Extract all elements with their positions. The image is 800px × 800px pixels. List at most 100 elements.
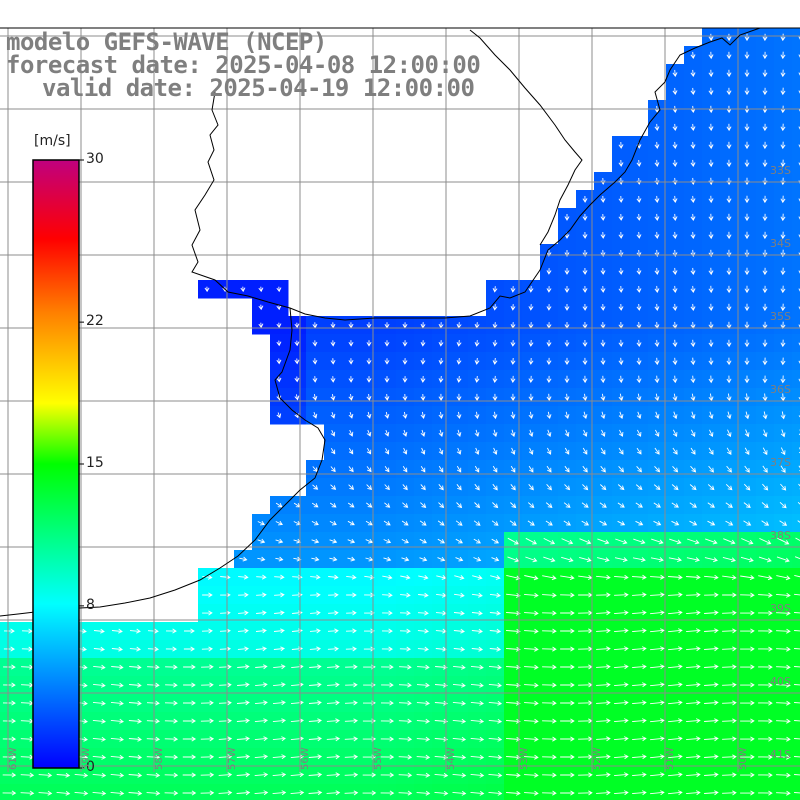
wind-arrow xyxy=(632,772,647,778)
wind-arrow xyxy=(56,790,71,796)
wind-arrow xyxy=(635,520,644,526)
wind-arrow xyxy=(348,376,354,383)
wind-arrow xyxy=(672,159,678,167)
wind-arrow xyxy=(329,556,338,562)
wind-arrow xyxy=(38,772,53,778)
wind-arrow xyxy=(420,393,426,401)
wind-arrow xyxy=(453,628,465,634)
wind-arrow xyxy=(452,700,466,706)
wind-arrow xyxy=(294,340,300,347)
wind-arrow xyxy=(582,303,588,311)
wind-arrow xyxy=(506,646,521,652)
speed-cell xyxy=(666,784,685,800)
wind-arrow xyxy=(402,411,408,419)
wind-arrow xyxy=(399,646,411,652)
wind-arrow xyxy=(3,628,15,634)
wind-arrow xyxy=(654,141,660,149)
wind-arrow xyxy=(510,429,516,438)
wind-arrow xyxy=(600,447,606,455)
wind-arrow xyxy=(560,646,575,652)
wind-arrow xyxy=(615,538,628,545)
wind-arrow xyxy=(182,772,197,778)
wind-arrow xyxy=(276,358,282,365)
speed-cell xyxy=(792,496,800,515)
wind-arrow xyxy=(744,231,750,240)
wind-arrow xyxy=(707,484,715,491)
wind-arrow xyxy=(632,646,647,652)
wind-arrow xyxy=(128,700,142,706)
wind-arrow xyxy=(344,790,359,796)
lat-label: 34S xyxy=(770,237,791,250)
wind-arrow xyxy=(398,682,412,688)
speed-cell xyxy=(792,262,800,281)
wind-arrow xyxy=(564,286,570,293)
wind-arrow xyxy=(708,231,714,240)
speed-cell xyxy=(792,82,800,101)
wind-arrow xyxy=(398,772,413,778)
speed-cell xyxy=(792,442,800,461)
wind-arrow xyxy=(618,195,624,203)
wind-arrow xyxy=(686,557,700,563)
wind-arrow xyxy=(794,720,800,722)
wind-arrow xyxy=(402,358,408,365)
wind-arrow xyxy=(545,520,553,526)
wind-arrow xyxy=(618,411,624,420)
wind-arrow xyxy=(672,303,678,311)
wind-arrow xyxy=(761,520,770,526)
wind-arrow xyxy=(794,666,800,668)
wind-arrow xyxy=(200,700,214,706)
wind-arrow xyxy=(761,502,769,509)
wind-arrow xyxy=(488,790,503,796)
wind-arrow xyxy=(258,304,264,311)
wind-arrow xyxy=(687,538,700,545)
wind-arrow xyxy=(275,538,284,544)
colorbar-tick-label: 30 xyxy=(86,151,104,167)
wind-arrow xyxy=(704,610,719,616)
wind-arrow xyxy=(780,87,786,96)
wind-arrow xyxy=(654,303,660,311)
wind-arrow xyxy=(492,447,498,455)
wind-arrow xyxy=(632,700,647,706)
wind-arrow xyxy=(762,429,768,438)
wind-arrow xyxy=(93,682,106,688)
wind-arrow xyxy=(346,592,357,598)
wind-arrow xyxy=(560,575,575,581)
wind-arrow xyxy=(310,592,321,598)
wind-arrow xyxy=(348,429,354,437)
wind-arrow xyxy=(236,790,251,796)
speed-cell xyxy=(792,532,800,551)
lat-label: 41S xyxy=(770,748,791,761)
wind-arrow xyxy=(400,592,411,598)
wind-arrow xyxy=(797,520,800,523)
wind-arrow xyxy=(582,375,588,384)
wind-arrow xyxy=(344,700,358,706)
wind-arrow xyxy=(581,502,589,508)
wind-arrow xyxy=(184,628,195,634)
wind-arrow xyxy=(618,357,624,366)
speed-cell xyxy=(306,784,325,800)
wind-arrow xyxy=(668,557,682,563)
wind-arrow xyxy=(741,538,754,545)
lon-label: 55W xyxy=(373,747,384,770)
wind-arrow xyxy=(689,502,697,508)
wind-arrow xyxy=(582,285,588,293)
speed-cell xyxy=(468,784,487,800)
wind-arrow xyxy=(636,195,642,203)
wind-arrow xyxy=(492,429,498,438)
wind-arrow xyxy=(740,592,755,598)
wind-arrow xyxy=(560,592,575,598)
wind-arrow xyxy=(164,790,179,796)
wind-arrow xyxy=(650,610,665,616)
wind-arrow xyxy=(506,790,521,796)
wind-arrow xyxy=(762,69,768,78)
wind-arrow xyxy=(474,411,480,420)
wind-arrow xyxy=(294,358,300,365)
wind-arrow xyxy=(543,537,556,545)
wind-arrow xyxy=(381,664,394,670)
wind-arrow xyxy=(528,357,534,365)
speed-cell xyxy=(702,784,721,800)
wind-arrow xyxy=(564,214,570,221)
wind-arrow xyxy=(600,303,606,311)
wind-arrow xyxy=(744,213,750,222)
speed-cell xyxy=(144,784,163,800)
